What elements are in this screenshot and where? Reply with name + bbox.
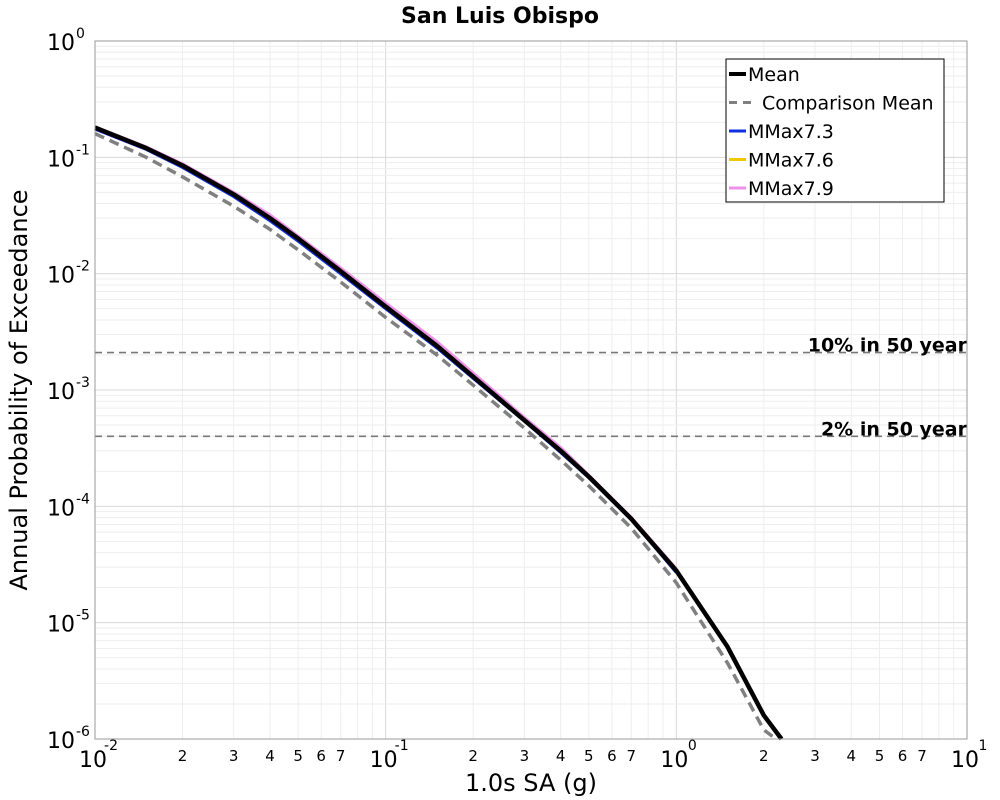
x-minor-tick-label: 5: [875, 747, 885, 765]
x-tick-label: 10: [370, 748, 398, 773]
legend-label: MMax7.3: [748, 121, 834, 143]
plot-area-frame: [94, 40, 968, 740]
x-minor-tick-label: 2: [759, 747, 769, 765]
legend-label: MMax7.6: [748, 150, 834, 172]
y-tick-label: 10: [47, 264, 75, 289]
series-line-mean: [94, 125, 784, 741]
y-tick-label: 10: [47, 380, 75, 405]
legend-label: MMax7.9: [748, 178, 834, 200]
x-minor-tick-label: 7: [336, 747, 346, 765]
y-tick-exponent: -1: [76, 142, 90, 158]
y-tick-label: 10: [47, 496, 75, 521]
x-minor-tick-label: 6: [607, 747, 617, 765]
y-tick-exponent: -4: [76, 491, 90, 507]
y-tick-exponent: -2: [76, 259, 90, 275]
grid: [94, 41, 967, 740]
x-tick-exponent: -1: [395, 738, 409, 754]
x-minor-tick-label: 4: [265, 747, 275, 765]
y-tick-label: 10: [47, 613, 75, 638]
y-axis-label: Annual Probability of Exceedance: [5, 189, 33, 590]
x-tick-exponent: -2: [104, 738, 118, 754]
y-tick-label: 10: [47, 31, 75, 56]
y-tick-exponent: 0: [76, 26, 85, 42]
x-tick-exponent: 1: [979, 738, 988, 754]
y-tick-label: 10: [47, 729, 75, 754]
legend-label: Mean: [748, 64, 800, 86]
x-minor-tick-label: 7: [627, 747, 637, 765]
y-tick-exponent: -6: [76, 724, 90, 740]
y-tick-exponent: -5: [76, 608, 90, 624]
x-minor-tick-label: 2: [178, 747, 188, 765]
x-minor-tick-label: 4: [556, 747, 566, 765]
x-minor-tick-label: 5: [293, 747, 303, 765]
x-minor-tick-label: 3: [520, 747, 530, 765]
legend: Mean Comparison Mean MMax7.3 MMax7.6 MMax7.9: [725, 58, 945, 203]
legend-label: Comparison Mean: [762, 93, 934, 115]
x-tick-label: 10: [660, 748, 688, 773]
x-minor-tick-label: 6: [898, 747, 908, 765]
x-tick-exponent: 0: [688, 738, 697, 754]
x-minor-tick-label: 4: [847, 747, 857, 765]
x-minor-tick-label: 7: [917, 747, 927, 765]
x-minor-tick-label: 2: [468, 747, 478, 765]
y-tick-label: 10: [47, 147, 75, 172]
chart-title: San Luis Obispo: [401, 4, 599, 29]
x-minor-tick-label: 3: [810, 747, 820, 765]
x-minor-tick-label: 3: [229, 747, 239, 765]
x-minor-tick-label: 6: [316, 747, 326, 765]
x-tick-label: 10: [951, 748, 979, 773]
x-axis-label: 1.0s SA (g): [465, 769, 597, 797]
x-tick-label: 10: [79, 748, 107, 773]
x-minor-tick-label: 5: [584, 747, 594, 765]
series-lines: [94, 125, 784, 741]
series-line-comparison-mean: [94, 132, 777, 741]
reference-line-label: 2% in 50 year: [821, 418, 968, 440]
legend-box: [725, 58, 945, 203]
y-tick-exponent: -3: [76, 375, 90, 391]
reference-line-label: 10% in 50 year: [808, 335, 968, 357]
